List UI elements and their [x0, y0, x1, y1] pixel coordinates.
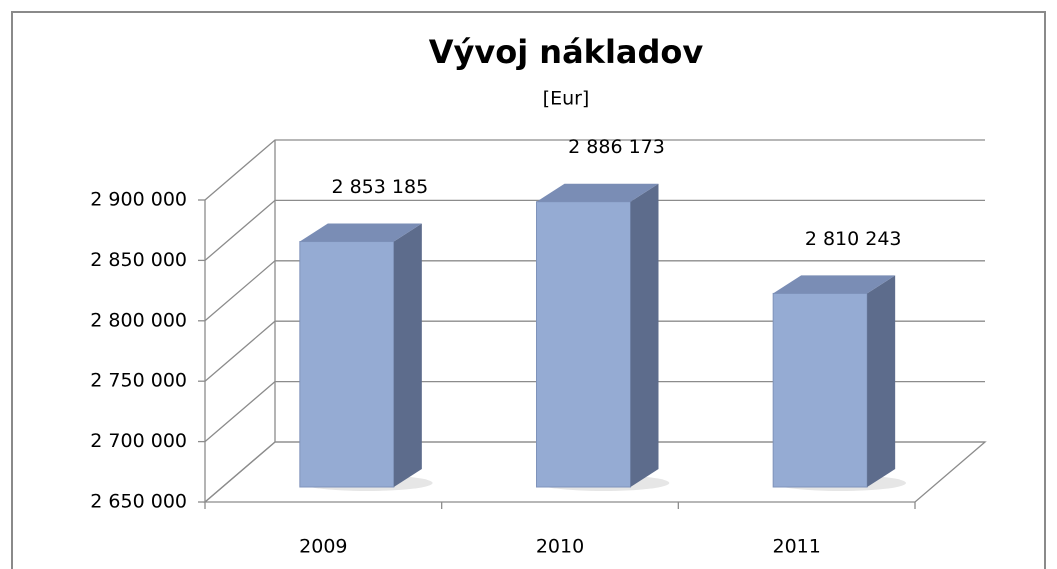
y-tick-label: 2 900 000 — [90, 189, 187, 211]
x-tick-label: 2011 — [772, 536, 820, 558]
x-tick-label: 2009 — [299, 536, 347, 558]
data-label: 2 853 185 — [331, 176, 428, 198]
y-tick-label: 2 800 000 — [90, 309, 187, 331]
y-tick-label: 2 750 000 — [90, 370, 187, 392]
y-tick-label: 2 850 000 — [90, 249, 187, 271]
x-tick-label: 2010 — [536, 536, 584, 558]
bar-top — [773, 275, 896, 294]
bar — [536, 201, 631, 488]
bar — [299, 241, 395, 488]
chart-subtitle: [Eur] — [543, 88, 590, 110]
bar-side — [867, 275, 896, 487]
y-tick-label: 2 700 000 — [90, 430, 187, 452]
y-tick-label: 2 650 000 — [90, 491, 187, 513]
chart-title: Vývoj nákladov — [429, 33, 704, 71]
bar-side — [393, 223, 422, 487]
bar — [772, 292, 868, 488]
bar-side — [630, 183, 659, 488]
bar-top — [299, 223, 422, 242]
bar-top — [536, 183, 659, 202]
data-label: 2 810 243 — [805, 228, 902, 250]
data-label: 2 886 173 — [568, 136, 665, 158]
